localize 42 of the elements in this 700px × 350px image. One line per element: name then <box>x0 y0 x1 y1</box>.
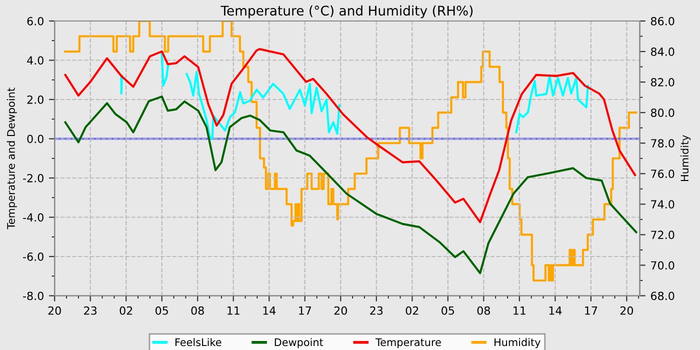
x-tick-label: 02 <box>120 306 132 315</box>
legend-label: Dewpoint <box>274 338 324 348</box>
x-tick-label: 23 <box>84 306 97 315</box>
x-tick-label: 14 <box>549 306 562 315</box>
x-tick-label: 17 <box>299 306 312 315</box>
x-tick-label: 05 <box>442 306 454 315</box>
y2-tick-label: 76.0 <box>651 170 674 178</box>
y2-tick-label: 74.0 <box>651 200 674 209</box>
y-tick-label: -4.0 <box>23 213 44 222</box>
x-tick-label: 08 <box>191 306 204 315</box>
y2-tick-label: 84.0 <box>650 48 674 56</box>
y2-tick-label: 86.0 <box>650 16 674 26</box>
x-tick-label: 20 <box>334 306 347 315</box>
y2-axis-title: Humidity <box>680 135 691 181</box>
x-tick-label: 20 <box>48 306 61 315</box>
x-tick-label: 20 <box>620 306 634 315</box>
y-tick-label: -8.0 <box>23 292 44 300</box>
y-axis-title: Temperature and Dewpoint <box>6 88 17 230</box>
y-tick-label: 0.0 <box>27 134 44 144</box>
y2-tick-label: 82.0 <box>650 78 674 86</box>
legend-label: FeelsLike <box>175 338 222 346</box>
y2-tick-label: 70.0 <box>651 261 674 270</box>
y-tick-label: -6.0 <box>23 252 44 261</box>
x-tick-label: 11 <box>514 306 526 315</box>
x-tick-label: 11 <box>228 306 240 315</box>
legend-label: Temperature <box>375 338 441 348</box>
x-tick-label: 08 <box>477 306 490 315</box>
y-tick-label: 6.0 <box>27 16 44 26</box>
y-tick-label: 2.0 <box>27 95 44 104</box>
legend-label: Humidity <box>494 338 540 348</box>
x-tick-label: 23 <box>370 306 383 315</box>
x-tick-label: 05 <box>156 306 168 315</box>
x-tick-label: 17 <box>585 306 598 315</box>
y2-tick-label: 68.0 <box>650 292 674 300</box>
y2-tick-label: 80.0 <box>650 108 674 117</box>
y-tick-label: -2.0 <box>23 174 44 182</box>
y2-tick-label: 72.0 <box>651 230 674 240</box>
chart-title: Temperature (°C) and Humidity (RH%) <box>220 5 473 18</box>
x-tick-label: 02 <box>406 306 418 315</box>
x-tick-label: 14 <box>263 306 276 315</box>
y-tick-label: 4.0 <box>27 56 44 65</box>
y2-tick-label: 78.0 <box>651 139 674 148</box>
